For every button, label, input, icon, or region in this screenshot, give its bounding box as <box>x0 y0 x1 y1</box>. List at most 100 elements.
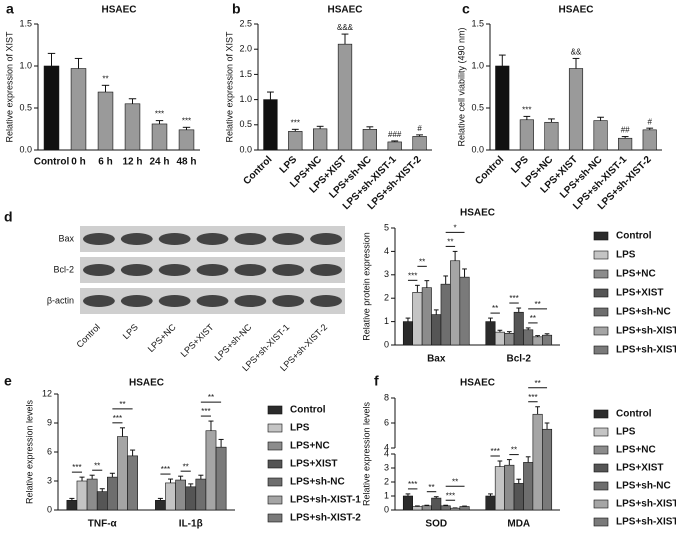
lane-label: LPS <box>121 322 140 341</box>
legend-label: Control <box>290 405 326 416</box>
annotation: ** <box>530 314 536 323</box>
annotation: ** <box>208 393 214 402</box>
bar <box>205 430 217 511</box>
bar <box>185 486 197 511</box>
chart-title: HSAEC <box>558 5 593 16</box>
bar <box>127 455 138 511</box>
blot-band <box>196 264 229 276</box>
chart-title: HSAEC <box>129 378 164 389</box>
legend-label: LPS+NC <box>616 445 656 456</box>
x-tick-label: TNF-α <box>88 519 118 530</box>
bar <box>495 65 510 151</box>
y-tick-label: 0.0 <box>19 144 32 154</box>
bar <box>568 68 584 151</box>
annotation: *** <box>72 463 81 472</box>
panel-label: e <box>4 373 12 389</box>
bar <box>532 336 543 346</box>
legend-label: LPS+NC <box>290 441 330 452</box>
x-tick-label: 48 h <box>176 157 196 168</box>
legend-swatch <box>593 427 609 437</box>
annotation: *** <box>446 491 455 500</box>
annotation: # <box>647 117 652 126</box>
y-tick-label: 2 <box>384 476 389 486</box>
y-tick-label: 1.0 <box>19 60 32 70</box>
blot-band <box>272 233 305 245</box>
x-tick-label: Bax <box>427 354 446 365</box>
y-tick-label: 6 <box>47 446 52 456</box>
row-label: β-actin <box>47 295 74 305</box>
x-tick-label: LPS <box>509 154 531 176</box>
panel-label: b <box>232 1 241 17</box>
blot-band <box>272 264 305 276</box>
annotation: ** <box>492 304 498 313</box>
y-tick-label: 5 <box>384 222 389 232</box>
legend-label: LPS <box>616 250 636 261</box>
bar <box>519 119 534 151</box>
legend-label: LPS+sh-XIST-2 <box>616 517 676 528</box>
legend-label: LPS <box>616 427 636 438</box>
annotation: *** <box>491 447 500 456</box>
annotation: *** <box>408 271 417 280</box>
y-axis-label: Relative cell viability (490 nm) <box>456 27 466 146</box>
legend-swatch <box>593 307 609 317</box>
bar <box>117 436 128 511</box>
blot-band <box>310 295 342 307</box>
blot-band <box>120 264 153 276</box>
legend-swatch <box>593 481 609 491</box>
annotation: ** <box>511 446 517 455</box>
bar <box>450 260 461 346</box>
bar <box>412 136 427 151</box>
legend-swatch <box>593 326 609 336</box>
legend-label: Control <box>616 409 652 420</box>
y-tick-label: 0.5 <box>239 119 252 129</box>
bar <box>178 129 195 151</box>
annotation: *** <box>182 116 191 125</box>
bar <box>313 128 328 151</box>
legend-swatch <box>593 250 609 260</box>
y-tick-label: 12 <box>42 388 52 398</box>
y-tick-label: 1.5 <box>471 18 484 28</box>
annotation: *** <box>291 118 300 127</box>
bar <box>43 65 60 151</box>
annotation: *** <box>161 465 170 474</box>
y-tick-label: 1 <box>384 316 389 326</box>
y-tick-label: 0 <box>47 504 52 514</box>
legend-swatch <box>593 269 609 279</box>
bar <box>107 476 118 511</box>
blot-band <box>272 295 305 307</box>
legend-swatch <box>593 288 609 298</box>
legend-label: LPS+sh-NC <box>290 477 345 488</box>
bar <box>450 507 461 511</box>
x-tick-label: 24 h <box>149 157 169 168</box>
legend-label: LPS+XIST <box>616 463 664 474</box>
annotation: *** <box>528 393 537 402</box>
bar <box>76 480 88 511</box>
annotation: *** <box>155 110 164 119</box>
x-tick-label: 12 h <box>122 157 142 168</box>
legend-label: LPS+sh-XIST-2 <box>290 513 361 524</box>
annotation: # <box>417 124 422 133</box>
bar <box>504 332 515 346</box>
chart-title: HSAEC <box>101 5 136 16</box>
panel-label: f <box>374 373 379 389</box>
legend-swatch <box>593 409 609 419</box>
bar <box>440 283 451 346</box>
x-tick-label: Control <box>473 154 506 187</box>
panel-label: c <box>462 1 470 17</box>
x-tick-label: MDA <box>507 519 530 530</box>
y-axis-label: Relative expression of XIST <box>224 31 234 143</box>
bar <box>402 321 413 346</box>
legend-swatch <box>267 405 283 415</box>
bar <box>151 123 168 151</box>
bar <box>66 500 78 511</box>
bar <box>431 314 442 346</box>
bar <box>215 446 227 511</box>
bar <box>431 497 442 511</box>
y-tick-label: 4 <box>384 448 389 458</box>
chart-title: HSAEC <box>327 5 362 16</box>
annotation: ** <box>534 379 540 388</box>
blot-band <box>234 264 267 276</box>
x-tick-label: 6 h <box>98 157 112 168</box>
y-tick-label: 0 <box>384 339 389 349</box>
y-tick-label: 0.0 <box>239 144 252 154</box>
